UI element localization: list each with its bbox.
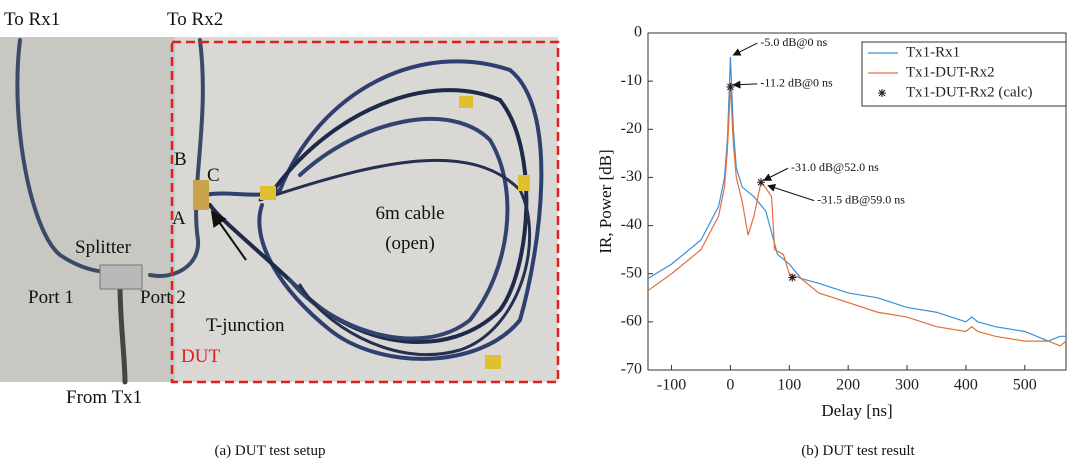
photo-label: (open) bbox=[385, 233, 435, 254]
photo-label: To Rx1 bbox=[4, 9, 60, 30]
photo-label: Port 2 bbox=[140, 287, 186, 308]
photo-label: DUT bbox=[181, 346, 220, 367]
chart: 0 -10 -20 -30 -40 -50 -60 -70 -100 0 100 200 300 400 5… bbox=[596, 24, 1066, 420]
photo-label: To Rx2 bbox=[167, 9, 223, 30]
photo-label: B bbox=[174, 149, 187, 170]
y-tick-label: -40 bbox=[621, 216, 642, 233]
y-tick-label: -30 bbox=[621, 168, 642, 185]
annotation-arrow bbox=[768, 186, 814, 201]
marker bbox=[726, 83, 734, 91]
y-tick-label: -20 bbox=[621, 120, 642, 137]
x-tick-label: 0 bbox=[726, 377, 734, 394]
legend-label: Tx1-DUT-Rx2 (calc) bbox=[906, 84, 1033, 100]
x-tick-label: 500 bbox=[1013, 377, 1037, 394]
y-axis-label: IR, Power [dB] bbox=[596, 149, 615, 253]
caption: (b) DUT test result bbox=[801, 443, 915, 459]
y-tick-label: -70 bbox=[621, 361, 642, 378]
photo-label: C bbox=[207, 165, 220, 186]
series-line bbox=[648, 86, 1066, 346]
legend-label: Tx1-DUT-Rx2 bbox=[906, 64, 995, 80]
photo-label: From Tx1 bbox=[66, 387, 142, 408]
photo-label: 6m cable bbox=[375, 203, 444, 224]
annotation-arrow bbox=[733, 43, 757, 55]
x-tick-label: 300 bbox=[895, 377, 919, 394]
annotation: -11.2 dB@0 ns bbox=[760, 76, 833, 90]
x-tick-label: 200 bbox=[836, 377, 860, 394]
annotation-arrow bbox=[733, 84, 757, 85]
x-tick-label: 100 bbox=[777, 377, 801, 394]
marker bbox=[757, 178, 765, 186]
annotation-arrow bbox=[764, 168, 788, 180]
figure: To Rx1 To Rx2 B C A Splitter Port 1 Port… bbox=[0, 0, 1071, 463]
y-tick-label: -50 bbox=[621, 264, 642, 281]
photo-label: A bbox=[172, 208, 186, 229]
caption: (a) DUT test setup bbox=[215, 443, 326, 459]
photo-label: Splitter bbox=[75, 237, 132, 258]
y-tick-label: -60 bbox=[621, 313, 642, 330]
legend-label: Tx1-Rx1 bbox=[906, 44, 960, 60]
photo-label: Port 1 bbox=[28, 287, 74, 308]
annotation: -31.0 dB@52.0 ns bbox=[791, 160, 879, 174]
y-tick-label: 0 bbox=[634, 24, 642, 41]
marker bbox=[878, 89, 886, 97]
photo-label: T-junction bbox=[206, 315, 285, 336]
annotation: -5.0 dB@0 ns bbox=[760, 35, 827, 49]
x-axis-label: Delay [ns] bbox=[821, 401, 892, 420]
x-tick-label: 400 bbox=[954, 377, 978, 394]
annotation: -31.5 dB@59.0 ns bbox=[817, 192, 905, 206]
x-tick-label: -100 bbox=[657, 377, 686, 394]
y-tick-label: -10 bbox=[621, 72, 642, 89]
marker bbox=[788, 274, 796, 282]
